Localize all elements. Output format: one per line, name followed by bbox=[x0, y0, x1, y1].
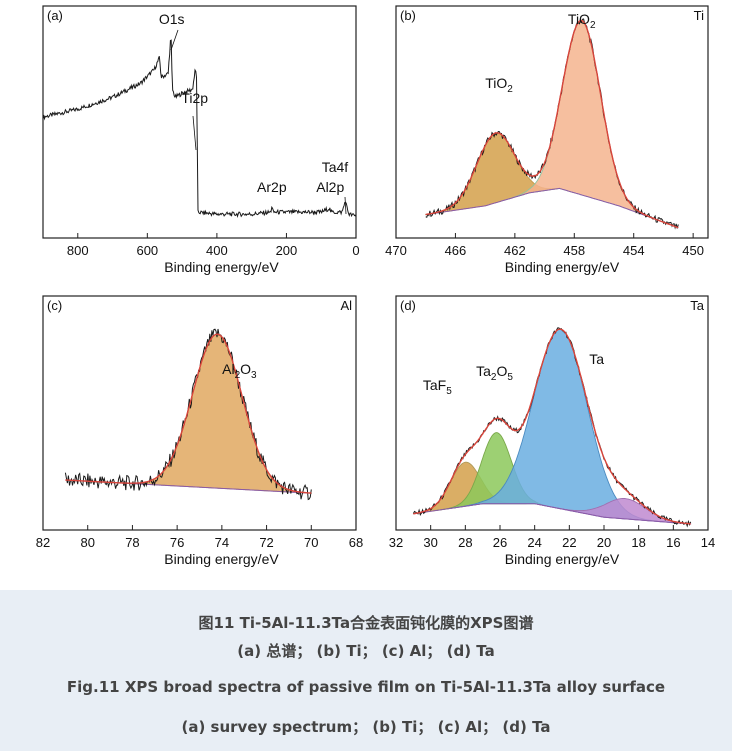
x-tick-label: 20 bbox=[597, 535, 611, 550]
leader-line bbox=[344, 196, 347, 215]
xps-figure-svg: (a) 800 600 400 200 0 Binding energy/eV O1s Ti2p… bbox=[36, 5, 715, 567]
x-tick-label: 462 bbox=[504, 243, 526, 258]
x-tick-label: 80 bbox=[80, 535, 94, 550]
figure-caption: 图11 Ti-5Al-11.3Ta合金表面钝化膜的XPS图谱 (a) 总谱； (… bbox=[0, 590, 732, 751]
x-tick-label: 68 bbox=[349, 535, 363, 550]
x-tick-label: 78 bbox=[125, 535, 139, 550]
panel-a: (a) 800 600 400 200 0 Binding energy/eV O1s Ti2p… bbox=[42, 5, 360, 275]
x-tick-label: 26 bbox=[493, 535, 507, 550]
fit-envelope-line bbox=[413, 328, 691, 525]
x-tick-label: 30 bbox=[423, 535, 437, 550]
x-axis-title: Binding energy/eV bbox=[164, 259, 279, 275]
panel-label: (b) bbox=[400, 8, 416, 23]
panel-label: (a) bbox=[47, 8, 63, 23]
x-tick-label: 466 bbox=[445, 243, 467, 258]
peak-label: Ar2p bbox=[257, 179, 287, 195]
x-axis-title: Binding energy/eV bbox=[505, 551, 620, 567]
x-tick-label: 70 bbox=[304, 535, 318, 550]
peak-label: Ta2O5 bbox=[476, 363, 513, 383]
x-tick-label: 400 bbox=[206, 243, 228, 258]
survey-spectrum-line bbox=[42, 39, 357, 218]
x-tick-label: 24 bbox=[527, 535, 541, 550]
caption-chinese-title: 图11 Ti-5Al-11.3Ta合金表面钝化膜的XPS图谱 bbox=[198, 614, 534, 632]
peak-label: O1s bbox=[159, 11, 185, 27]
component-peak bbox=[113, 333, 312, 494]
x-tick-label: 450 bbox=[682, 243, 704, 258]
element-label: Ta bbox=[690, 298, 705, 313]
fit-envelope-line bbox=[65, 333, 312, 494]
peak-label: Al2O3 bbox=[222, 361, 257, 381]
x-tick-label: 600 bbox=[136, 243, 158, 258]
leader-line bbox=[192, 115, 197, 151]
x-tick-label: 14 bbox=[701, 535, 715, 550]
panel-b: (b) Ti 470 466 462 458 454 450 Binding energy/eV… bbox=[385, 5, 709, 275]
plot-frame bbox=[42, 295, 357, 531]
x-tick-label: 82 bbox=[36, 535, 50, 550]
plot-frame bbox=[395, 5, 709, 239]
x-tick-label: 74 bbox=[215, 535, 229, 550]
panel-d: (d) Ta 32 30 28 26 24 22 20 18 16 14 Binding energy/… bbox=[389, 295, 715, 567]
caption-english-title: Fig.11 XPS broad spectra of passive film… bbox=[66, 678, 666, 696]
panel-label: (d) bbox=[400, 298, 416, 313]
x-tick-label: 18 bbox=[631, 535, 645, 550]
peak-label: Ta bbox=[589, 351, 604, 367]
x-tick-label: 28 bbox=[458, 535, 472, 550]
x-axis-title: Binding energy/eV bbox=[505, 259, 620, 275]
x-tick-label: 800 bbox=[67, 243, 89, 258]
element-label: Al bbox=[340, 298, 352, 313]
x-tick-label: 76 bbox=[170, 535, 184, 550]
x-tick-label: 454 bbox=[623, 243, 645, 258]
x-tick-label: 32 bbox=[389, 535, 403, 550]
panel-c: (c) Al 82 80 78 76 74 72 70 68 Binding energy/eV Al… bbox=[36, 295, 363, 567]
leader-line bbox=[170, 29, 179, 51]
peak-label: TiO2 bbox=[485, 75, 513, 95]
fit-envelope-line bbox=[425, 19, 679, 229]
peak-label: Ta4f bbox=[322, 159, 349, 175]
plot-frame bbox=[395, 295, 709, 531]
background-line bbox=[413, 503, 691, 525]
peak-label: TaF5 bbox=[423, 377, 452, 397]
x-tick-label: 458 bbox=[563, 243, 585, 258]
element-label: Ti bbox=[694, 8, 704, 23]
caption-chinese-subtitle: (a) 总谱； (b) Ti； (c) Al； (d) Ta bbox=[237, 642, 495, 660]
peak-label: TiO2 bbox=[568, 11, 596, 31]
x-tick-label: 16 bbox=[666, 535, 680, 550]
caption-english-subtitle: (a) survey spectrum； (b) Ti； (c) Al； (d)… bbox=[181, 718, 551, 736]
x-tick-label: 72 bbox=[259, 535, 273, 550]
panel-label: (c) bbox=[47, 298, 62, 313]
xps-figure: (a) 800 600 400 200 0 Binding energy/eV O1s Ti2p… bbox=[35, 5, 716, 567]
peak-label: Al2p bbox=[316, 179, 344, 195]
x-tick-label: 470 bbox=[385, 243, 407, 258]
x-tick-label: 0 bbox=[352, 243, 359, 258]
peak-label: Ti2p bbox=[181, 90, 208, 106]
x-tick-label: 22 bbox=[562, 535, 576, 550]
x-axis-title: Binding energy/eV bbox=[164, 551, 279, 567]
plot-frame bbox=[42, 5, 357, 239]
x-tick-label: 200 bbox=[276, 243, 298, 258]
